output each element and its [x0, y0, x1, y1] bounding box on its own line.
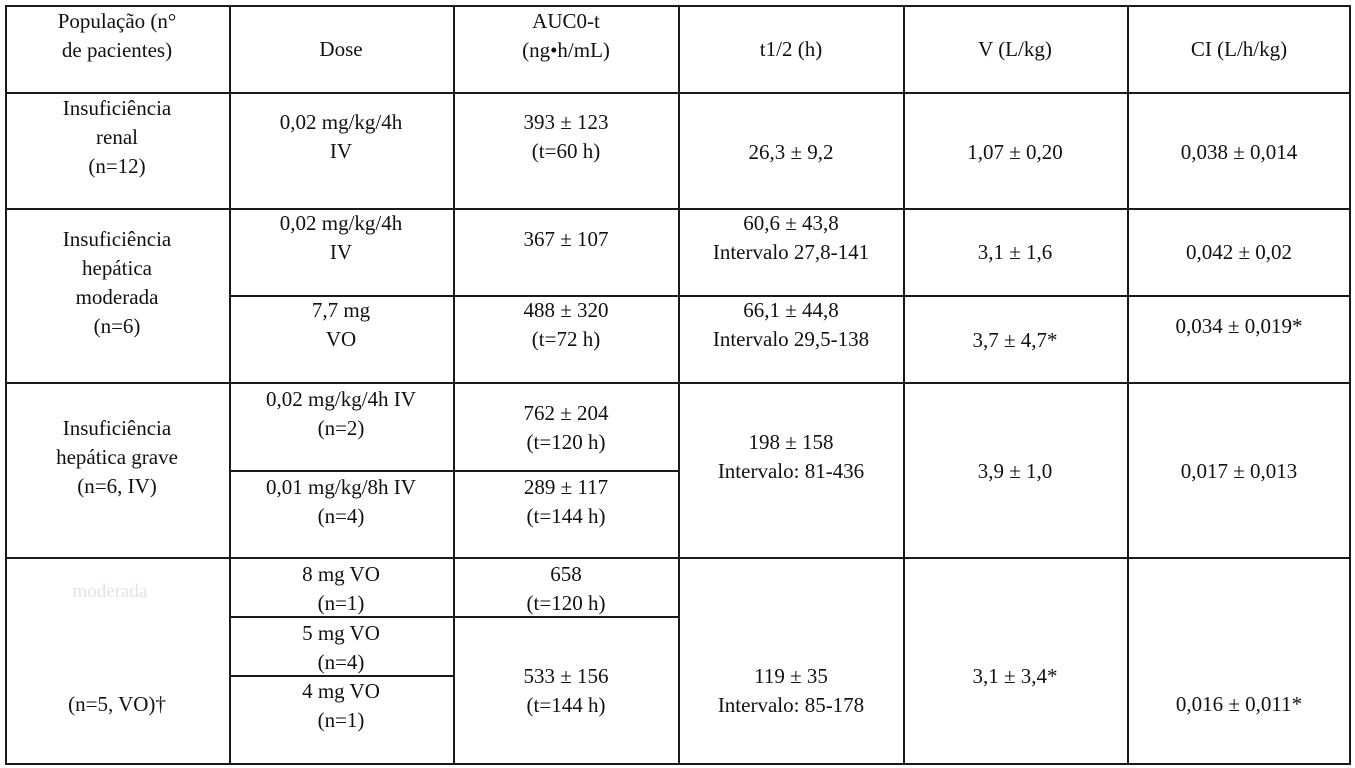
- table-border-right: [1349, 5, 1351, 765]
- row-divider: [229, 470, 678, 472]
- moderada-vo-t12: 66,1 ± 44,8 Intervalo 29,5-138: [712, 298, 870, 351]
- row-divider: [229, 616, 678, 618]
- column-divider: [1127, 5, 1129, 765]
- ghost-text: moderada: [72, 581, 148, 602]
- grave-iv-v: 3,9 ± 1,0: [977, 459, 1053, 483]
- moderada-iv-cl: 0,042 ± 0,02: [1185, 240, 1293, 264]
- grave-vo-dose-1: 8 mg VO (n=1): [302, 562, 380, 615]
- moderada-vo-auc: 488 ± 320 (t=72 h): [523, 298, 609, 351]
- column-divider: [678, 5, 680, 765]
- grave-vo-v: 3,1 ± 3,4*: [972, 664, 1058, 688]
- column-divider: [229, 5, 231, 765]
- header-cl: CI (L/h/kg): [1190, 37, 1288, 61]
- grave-vo-dose-3: 4 mg VO (n=1): [302, 679, 380, 732]
- moderada-iv-t12: 60,6 ± 43,8 Intervalo 27,8-141: [712, 211, 870, 264]
- grave-iv-dose-2: 0,01 mg/kg/8h IV (n=4): [266, 475, 416, 528]
- grave-iv-t12: 198 ± 158 Intervalo: 81-436: [717, 430, 865, 483]
- moderada-vo-cl: 0,034 ± 0,019*: [1175, 314, 1303, 338]
- column-divider: [453, 5, 455, 765]
- moderada-vo-v: 3,7 ± 4,7*: [972, 328, 1058, 352]
- moderada-iv-dose: 0,02 mg/kg/4h IV: [279, 211, 403, 264]
- grave-vo-population: (n=5, VO)†: [68, 692, 166, 716]
- renal-population: Insuficiência renal (n=12): [62, 96, 172, 178]
- grave-vo-auc-2: 533 ± 156 (t=144 h): [523, 664, 609, 717]
- row-divider: [229, 675, 453, 677]
- header-dose: Dose: [319, 37, 363, 61]
- grave-iv-population: Insuficiência hepática grave (n=6, IV): [56, 416, 178, 498]
- row-divider: [229, 295, 1351, 297]
- grave-iv-auc-1: 762 ± 204 (t=120 h): [523, 401, 609, 454]
- row-divider: [5, 382, 1351, 384]
- grave-iv-auc-2: 289 ± 117 (t=144 h): [523, 475, 609, 528]
- grave-vo-cl: 0,016 ± 0,011*: [1175, 692, 1303, 716]
- renal-t12: 26,3 ± 9,2: [748, 140, 834, 164]
- moderada-iv-v: 3,1 ± 1,6: [977, 240, 1053, 264]
- moderada-iv-auc: 367 ± 107: [523, 227, 609, 251]
- renal-v: 1,07 ± 0,20: [967, 140, 1063, 164]
- grave-vo-auc-1: 658 (t=120 h): [526, 562, 606, 615]
- renal-cl: 0,038 ± 0,014: [1180, 140, 1298, 164]
- grave-iv-cl: 0,017 ± 0,013: [1180, 459, 1298, 483]
- renal-dose: 0,02 mg/kg/4h IV: [279, 110, 403, 163]
- header-auc: AUC0-t (ng•h/mL): [522, 9, 610, 62]
- renal-auc: 393 ± 123 (t=60 h): [523, 110, 609, 163]
- header-populacao: População (n° de pacientes): [57, 9, 177, 62]
- grave-vo-t12: 119 ± 35 Intervalo: 85-178: [717, 664, 865, 717]
- moderada-population: Insuficiência hepática moderada (n=6): [62, 227, 172, 338]
- row-divider: [5, 208, 1351, 210]
- moderada-vo-dose: 7,7 mg VO: [311, 298, 371, 351]
- table-border-left: [5, 5, 7, 765]
- grave-iv-dose-1: 0,02 mg/kg/4h IV (n=2): [266, 387, 416, 440]
- header-t12: t1/2 (h): [759, 37, 823, 61]
- grave-vo-dose-2: 5 mg VO (n=4): [302, 621, 380, 674]
- row-divider: [5, 557, 1351, 559]
- row-divider: [5, 92, 1351, 94]
- column-divider: [903, 5, 905, 765]
- header-v: V (L/kg): [978, 37, 1052, 61]
